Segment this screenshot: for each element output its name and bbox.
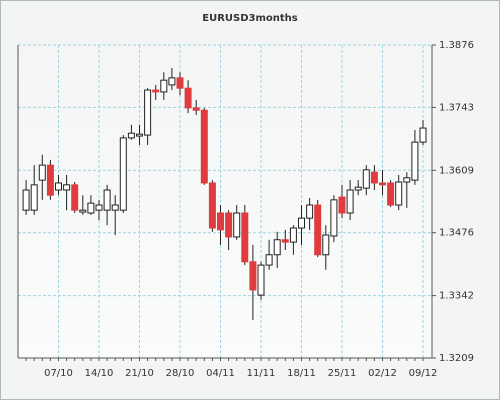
candle-body [79, 209, 87, 213]
candle-body [379, 182, 386, 186]
candle-body [63, 184, 71, 191]
y-tick-label: 1.3743 [439, 102, 474, 113]
candle-body [314, 204, 322, 256]
x-tick-label: 04/11 [206, 368, 235, 379]
candle-body [281, 239, 289, 243]
candle-body [95, 204, 103, 211]
candle-body [354, 186, 362, 191]
candle-body [289, 227, 297, 243]
candle-body [411, 141, 419, 181]
y-tick-label: 1.3342 [439, 291, 474, 302]
candle-body [322, 234, 330, 256]
candle-body [184, 87, 192, 109]
candle-body [249, 261, 257, 291]
candle-body [298, 217, 305, 229]
x-tick-label: 18/11 [287, 368, 316, 379]
candle-body [119, 137, 127, 211]
x-tick-label: 11/11 [247, 368, 276, 379]
x-tick-label: 14/10 [85, 368, 114, 379]
candle-body [330, 199, 338, 237]
x-tick-label: 09/12 [409, 368, 438, 379]
candle-body [55, 182, 62, 191]
candle-body [30, 184, 38, 211]
candle-body [346, 189, 354, 214]
x-tick-label: 07/10 [44, 368, 73, 379]
plot-area [18, 45, 432, 358]
candle-body [200, 109, 208, 184]
candle-body [233, 212, 241, 238]
candle-body [387, 182, 395, 206]
candle-body [136, 133, 143, 137]
candle-body [362, 169, 370, 189]
candle-body [46, 164, 54, 196]
candle-body [395, 181, 403, 206]
candle-body [217, 212, 224, 231]
candle-body [111, 204, 119, 211]
candle-body [265, 254, 273, 266]
candle-body [168, 77, 176, 86]
candle-body [370, 171, 378, 184]
candle-body [160, 79, 168, 93]
x-tick-label: 02/12 [368, 368, 397, 379]
candle-body [38, 164, 46, 181]
x-tick-label: 21/10 [125, 368, 154, 379]
candle-body [306, 204, 314, 219]
candle-body [103, 189, 111, 211]
candle-body [127, 132, 135, 139]
candle-body [241, 212, 249, 263]
candle-body [176, 77, 184, 89]
y-tick-label: 1.3609 [439, 165, 474, 176]
candle-body [87, 202, 95, 214]
candle-body [273, 239, 281, 256]
candle-body [257, 264, 265, 296]
candle-body [225, 212, 233, 238]
candle-body [419, 127, 427, 143]
candle-body [338, 196, 346, 214]
chart-title: EURUSD3months [202, 13, 298, 24]
candle-body [22, 189, 30, 211]
candle-body [403, 177, 411, 183]
x-tick-label: 25/11 [328, 368, 357, 379]
candle-body [192, 107, 200, 111]
y-tick-label: 1.3209 [439, 353, 474, 364]
candle-body [144, 89, 152, 136]
candle-body [71, 184, 79, 211]
candle-body [208, 182, 216, 229]
x-tick-label: 28/10 [166, 368, 195, 379]
candle-body [152, 89, 160, 93]
y-tick-label: 1.3476 [439, 228, 474, 239]
y-tick-label: 1.3876 [439, 40, 474, 51]
